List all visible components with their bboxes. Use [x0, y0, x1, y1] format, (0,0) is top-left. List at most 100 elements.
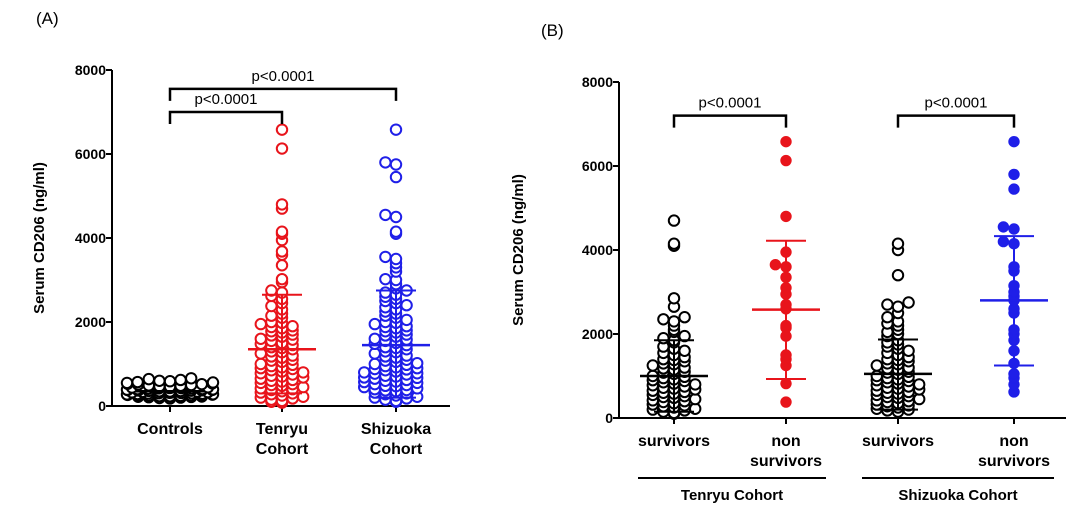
y-tick-label: 8000 — [582, 74, 613, 90]
significance-bracket — [168, 110, 284, 124]
data-point — [254, 317, 267, 331]
data-point — [881, 311, 894, 324]
y-axis-label: Serum CD206 (ng/ml) — [31, 162, 48, 314]
data-point — [780, 210, 792, 223]
p-value-label: p<0.0001 — [252, 68, 315, 85]
panel-b-label: (B) — [541, 21, 564, 40]
data-point — [275, 259, 289, 272]
data-point — [1008, 223, 1020, 235]
data-point — [195, 377, 209, 391]
data-point — [780, 396, 792, 408]
data-point — [678, 311, 691, 324]
data-point — [389, 158, 403, 171]
data-point — [646, 359, 659, 372]
significance-bracket — [672, 114, 788, 128]
category-label: non — [771, 433, 800, 450]
data-point — [997, 235, 1010, 248]
data-point — [163, 375, 177, 388]
p-value-label: p<0.0001 — [925, 95, 988, 112]
category-label: Cohort — [256, 441, 309, 458]
data-point — [379, 250, 392, 264]
data-point — [1008, 183, 1020, 195]
y-tick-label: 4000 — [75, 230, 106, 246]
data-point — [689, 378, 702, 391]
data-point — [997, 221, 1010, 233]
y-axis-label: Serum CD206 (ng/ml) — [510, 174, 527, 326]
data-point — [389, 170, 403, 184]
category-label: survivors — [750, 453, 822, 470]
p-value-label: p<0.0001 — [699, 95, 762, 112]
data-point — [358, 366, 371, 379]
data-point — [265, 299, 278, 313]
data-point — [120, 376, 134, 390]
data-point — [780, 135, 792, 148]
data-point — [389, 252, 403, 266]
data-point — [142, 372, 156, 386]
data-point — [411, 356, 424, 370]
data-point — [379, 208, 392, 222]
category-label: survivors — [978, 453, 1050, 470]
data-point — [1008, 135, 1020, 148]
data-point — [275, 225, 289, 238]
data-point — [174, 373, 187, 387]
data-point — [400, 313, 413, 327]
y-tick-label: 2000 — [75, 314, 106, 330]
category-label: Tenryu — [256, 421, 308, 438]
group-label: Shizuoka Cohort — [898, 487, 1017, 504]
data-point — [275, 123, 289, 136]
y-tick-label: 0 — [605, 410, 613, 426]
category-label: Cohort — [370, 441, 423, 458]
category-label: survivors — [862, 433, 934, 450]
panel-a: (A) 0 2000 4000 6000 8000 Serum CD206 (ng/ml)… — [31, 9, 450, 458]
data-point — [913, 378, 926, 391]
data-point — [902, 344, 915, 357]
group-label: Tenryu Cohort — [681, 487, 783, 504]
data-point — [870, 359, 883, 372]
significance-bracket — [896, 114, 1016, 128]
data-point — [275, 142, 289, 155]
data-point — [1008, 168, 1020, 181]
data-point — [379, 286, 392, 299]
y-tick-label: 4000 — [582, 242, 613, 258]
category-label: survivors — [638, 433, 710, 450]
data-point — [389, 225, 403, 238]
p-value-label: p<0.0001 — [195, 91, 258, 108]
data-point — [667, 315, 681, 328]
panel-a-label: (A) — [36, 9, 59, 28]
data-point — [254, 357, 267, 371]
data-point — [657, 313, 670, 326]
data-point — [902, 296, 915, 309]
data-point — [891, 237, 905, 250]
y-tick-label: 0 — [98, 398, 106, 414]
data-point — [891, 300, 905, 313]
data-point — [368, 332, 381, 345]
data-point — [667, 214, 681, 227]
category-label: Shizuoka — [361, 421, 431, 438]
data-point — [400, 299, 413, 312]
data-point — [379, 272, 392, 286]
data-point — [206, 376, 220, 389]
data-point — [667, 292, 681, 305]
y-tick-label: 2000 — [582, 326, 613, 342]
panel-b: (B) 0 2000 4000 6000 8000 Serum CD206 (ng/ml)… — [510, 21, 1066, 504]
data-point — [368, 357, 381, 371]
data-point — [389, 210, 403, 224]
data-point — [275, 272, 289, 286]
data-point — [275, 198, 289, 211]
data-point — [881, 298, 894, 311]
data-point — [891, 269, 905, 282]
data-point — [780, 154, 792, 167]
data-point — [379, 156, 392, 169]
data-point — [1008, 368, 1020, 380]
category-label: Controls — [137, 421, 203, 438]
data-point — [870, 369, 883, 383]
data-point — [131, 375, 144, 389]
data-point — [389, 123, 403, 136]
significance-bracket — [168, 87, 398, 101]
y-tick-label: 6000 — [75, 146, 106, 162]
y-tick-label: 6000 — [582, 158, 613, 174]
category-label: non — [999, 433, 1028, 450]
data-point — [297, 366, 310, 379]
data-point — [769, 259, 782, 271]
